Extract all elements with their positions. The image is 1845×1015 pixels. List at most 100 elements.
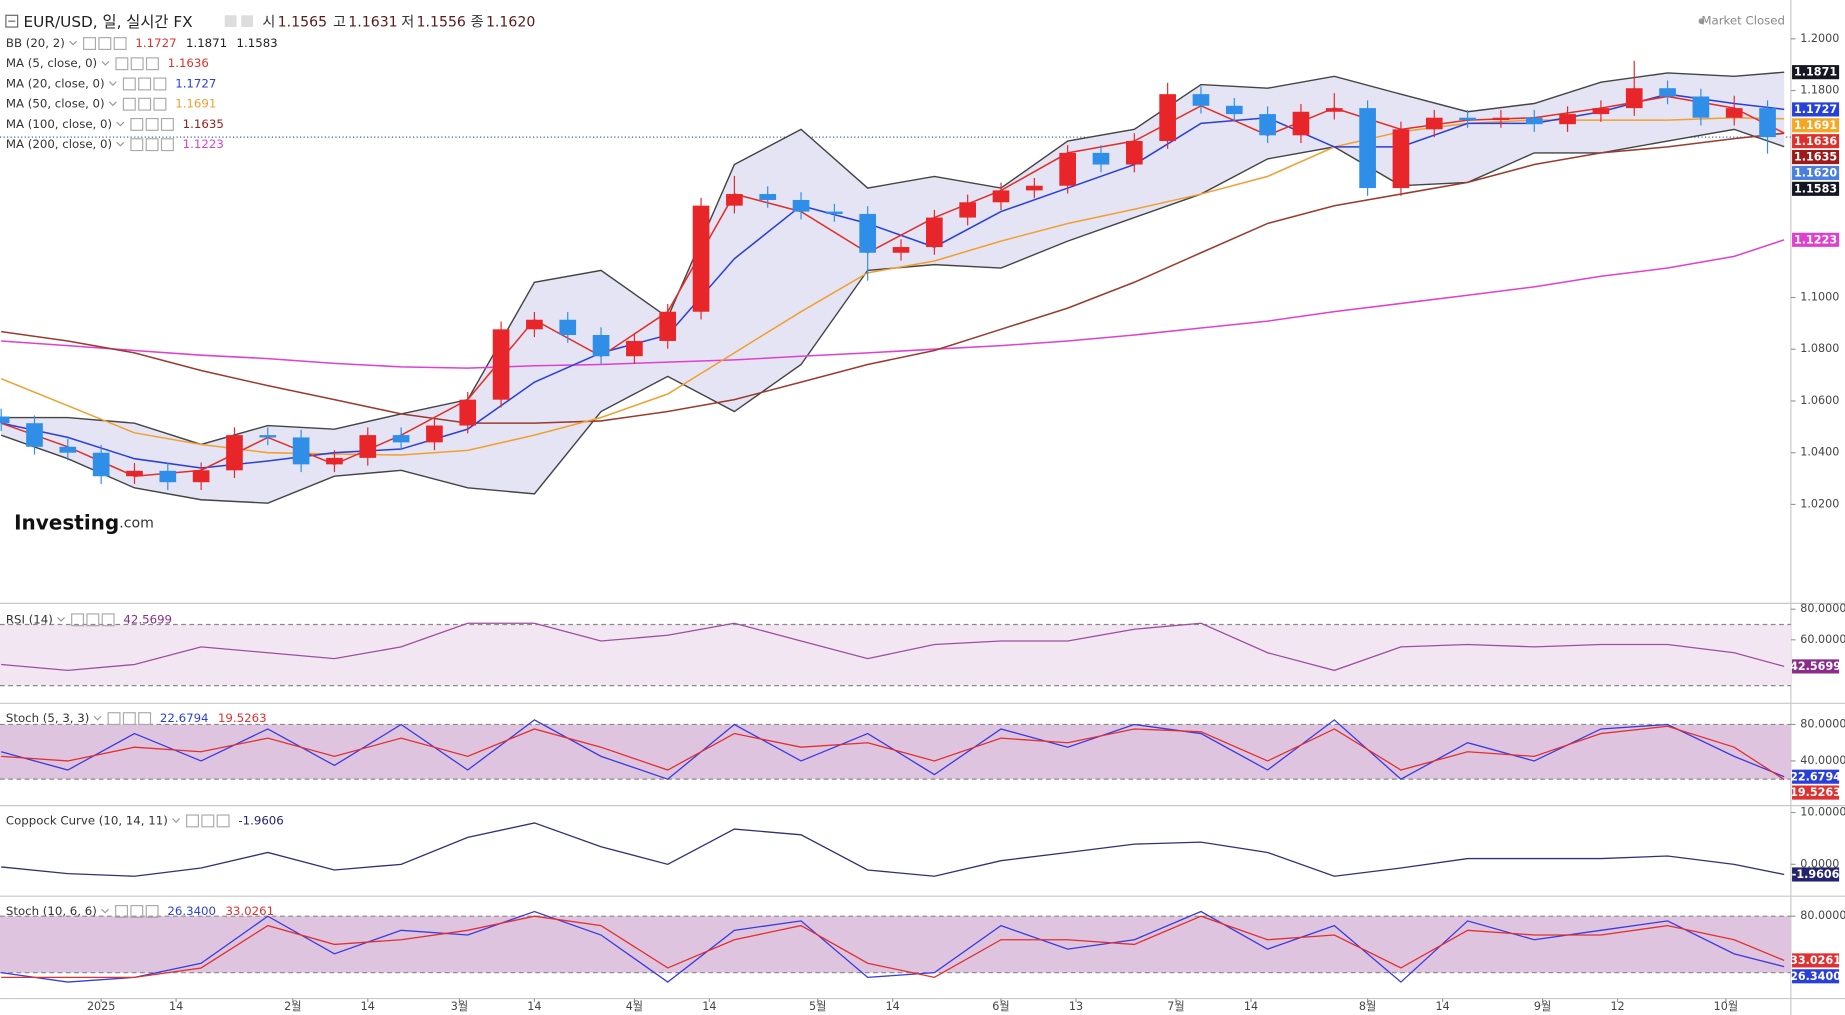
legend-icon[interactable] (145, 57, 159, 71)
legend-value: 1.1727 (135, 36, 176, 50)
legend-icon[interactable] (101, 613, 115, 627)
candle-body (559, 319, 577, 336)
collapse-icon[interactable] (5, 14, 19, 28)
legend-icon[interactable] (153, 97, 167, 111)
candle-body (1759, 108, 1776, 138)
legend-icon[interactable] (130, 117, 144, 131)
legend-caret (101, 908, 110, 914)
candle-body (1359, 108, 1376, 189)
legend-icon[interactable] (130, 57, 144, 71)
legend-value: 1.1871 (186, 36, 227, 50)
price-tag (1792, 150, 1840, 165)
price-tag-label: 33.0261 (1790, 954, 1841, 967)
candle-body (459, 399, 477, 426)
price-tag (1792, 867, 1840, 882)
legend-icon[interactable] (138, 97, 152, 111)
ma-line (1, 132, 1785, 424)
legend-value: 1.1635 (183, 117, 224, 131)
legend-icon[interactable] (130, 905, 144, 918)
legend-icon[interactable] (98, 37, 112, 50)
logo-suffix: .com (119, 515, 154, 531)
price-tag (1792, 165, 1840, 180)
legend-icon[interactable] (160, 138, 174, 152)
price-tag (1792, 232, 1840, 247)
y-tick-label: 80.0000 (1800, 602, 1845, 615)
x-tick-label: 14 (702, 1000, 716, 1013)
price-tag-label: 19.5263 (1790, 786, 1841, 799)
y-tick-label: 0.0000 (1800, 857, 1839, 870)
legend-icon[interactable] (86, 613, 100, 627)
legend-icon[interactable] (107, 712, 121, 726)
candle-body (1292, 111, 1310, 136)
logo-text: Investing (14, 510, 119, 534)
ohlc-value: 1.1565 (278, 14, 327, 30)
candle-body (326, 457, 343, 465)
price-tag-label: 1.1691 (1794, 119, 1837, 132)
legend-icon[interactable] (145, 905, 159, 918)
legend-value: 1.1223 (183, 137, 224, 151)
legend-icon[interactable] (83, 37, 97, 50)
candle-body (292, 437, 310, 465)
candle-body (859, 213, 877, 253)
price-tag-label: 1.1871 (1794, 66, 1837, 79)
legend-icon[interactable] (145, 138, 159, 152)
candle-body (1492, 117, 1510, 121)
legend-value: 22.6794 (160, 711, 209, 725)
legend-icon[interactable] (138, 712, 152, 726)
candle-body (1525, 117, 1543, 125)
x-tick-label: 8월 (1359, 1000, 1376, 1013)
legend-caret (108, 101, 117, 107)
legend-caret (69, 40, 78, 46)
legend-icon[interactable] (71, 613, 85, 627)
candle-body (959, 202, 977, 218)
x-tick-label: 14 (1244, 1000, 1258, 1013)
x-tick-label: 7월 (1167, 1000, 1184, 1013)
legend-icon[interactable] (153, 77, 167, 91)
band-fill (1, 72, 1785, 504)
legend-icon[interactable] (160, 117, 174, 131)
icon[interactable] (241, 15, 253, 28)
legend-value: 1.1691 (175, 97, 216, 111)
legend-icon[interactable] (115, 57, 129, 71)
candle-body (392, 435, 410, 443)
price-tag (1792, 134, 1840, 149)
y-tick-label: 1.1800 (1800, 84, 1839, 97)
ma-line (1, 239, 1785, 369)
legend-icon[interactable] (122, 712, 136, 726)
price-tag-label: 42.5699 (1790, 660, 1841, 673)
legend-caret (116, 121, 125, 127)
legend-icon[interactable] (130, 138, 144, 152)
candle-body (1159, 94, 1176, 141)
legend-icon[interactable] (145, 117, 159, 131)
logo: Investing.com (14, 510, 154, 534)
candle-body (626, 340, 643, 357)
y-tick-label: 1.0600 (1800, 394, 1839, 407)
legend-value: 19.5263 (218, 711, 267, 725)
bb-line (1, 71, 1785, 446)
candle-body (492, 329, 510, 400)
candle-body (426, 425, 443, 443)
legend-icon[interactable] (201, 814, 215, 828)
icon[interactable] (224, 15, 237, 28)
candle-body (1059, 152, 1076, 186)
candle-body (1692, 96, 1710, 118)
status-dot (1698, 18, 1705, 25)
candle-body (592, 335, 610, 357)
price-tag (1792, 181, 1840, 196)
candle-body (692, 205, 710, 312)
candle-body (992, 190, 1010, 203)
legend-value: 42.5699 (123, 612, 172, 626)
legend-caret (108, 81, 117, 86)
legend-icon[interactable] (138, 77, 152, 91)
ohlc-label: 종 (471, 14, 484, 30)
y-tick-label: 80.0000 (1800, 717, 1845, 730)
legend-icon[interactable] (122, 77, 136, 91)
legend-icon[interactable] (113, 37, 127, 50)
x-tick-label: 2월 (284, 1000, 301, 1013)
legend-icon[interactable] (186, 814, 199, 828)
price-tag-label: 1.1727 (1794, 103, 1837, 116)
indicator-line (1, 622, 1785, 672)
legend-icon[interactable] (216, 814, 230, 828)
legend-icon[interactable] (115, 905, 129, 918)
legend-icon[interactable] (122, 97, 136, 111)
